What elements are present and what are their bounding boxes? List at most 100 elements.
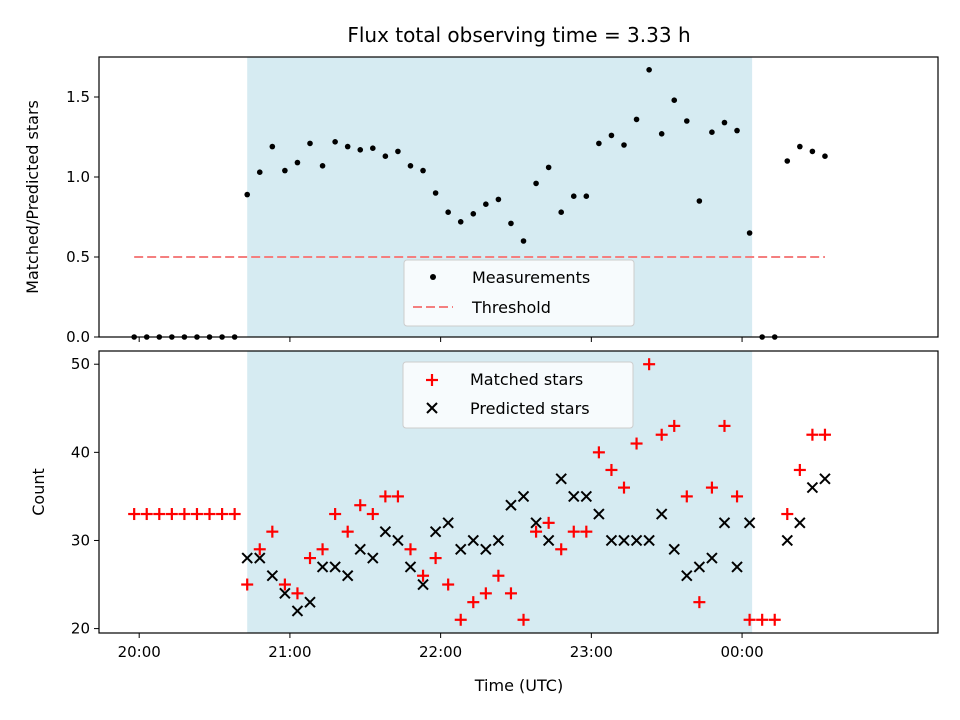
matched-star-point	[718, 419, 731, 432]
predicted-star-point	[630, 534, 643, 547]
matched-star-point	[705, 481, 718, 494]
matched-star-point	[806, 428, 819, 441]
predicted-star-point	[693, 561, 706, 573]
matched-star-point	[216, 508, 229, 521]
matched-star-point	[479, 587, 492, 600]
legend-measurements-label: Measurements	[472, 268, 590, 287]
top-panel: 0.0 0.5 1.0 1.5 Matched/Predicted stars Mea…	[23, 56, 939, 346]
matched-star-point	[643, 358, 656, 371]
matched-star-point	[391, 490, 404, 503]
matched-star-point	[354, 499, 367, 512]
matched-star-point	[228, 508, 241, 521]
predicted-star-point	[329, 561, 341, 573]
measurement-point	[746, 230, 753, 236]
predicted-star-point	[668, 543, 680, 555]
legend-matched-marker	[426, 374, 438, 386]
x-tick-label: 22:00	[419, 643, 462, 661]
bottom-panel-frame	[98, 350, 939, 634]
predicted-star-point	[341, 570, 354, 582]
measurement-point	[332, 139, 338, 145]
matched-star-point	[417, 569, 430, 582]
measurement-point	[784, 158, 791, 164]
predicted-star-point	[354, 543, 366, 555]
matched-star-point	[592, 446, 605, 459]
matched-star-point	[756, 613, 769, 626]
measurement-point	[457, 219, 464, 225]
measurement-point	[520, 238, 527, 244]
predicted-star-point	[781, 534, 793, 547]
predicted-star-point	[655, 508, 668, 520]
measurement-point	[483, 201, 489, 207]
predicted-star-point	[291, 605, 304, 617]
top-y-axis-label: Matched/Predicted stars	[23, 100, 42, 294]
measurement-point	[734, 127, 740, 134]
predicted-star-point	[681, 570, 693, 582]
matched-star-point	[316, 543, 329, 556]
matched-star-point	[253, 543, 266, 556]
measurement-point	[420, 167, 426, 174]
matched-star-point	[818, 428, 831, 441]
top-y-tick-label: 1.5	[66, 88, 90, 106]
matched-star-point	[492, 569, 505, 582]
measurement-point	[282, 167, 288, 174]
measurement-point	[269, 143, 276, 150]
predicted-star-point	[467, 534, 479, 547]
measurement-point	[256, 169, 263, 175]
matched-star-point	[203, 508, 216, 521]
matched-star-point	[454, 613, 467, 626]
predicted-star-point	[643, 534, 655, 547]
matched-star-point	[128, 508, 141, 521]
measurement-point	[822, 153, 828, 159]
bottom-y-tick-label: 50	[71, 355, 90, 373]
predicted-star-point	[367, 552, 379, 564]
matched-star-point	[743, 613, 756, 626]
matched-star-point	[567, 525, 580, 538]
measurement-point	[244, 191, 251, 198]
predicted-star-point	[279, 587, 291, 600]
predicted-star-point	[455, 543, 467, 555]
bottom-y-axis-label: Count	[29, 468, 48, 516]
predicted-star-point	[429, 525, 442, 538]
measurement-point	[684, 118, 690, 124]
matched-star-point	[605, 463, 618, 476]
predicted-star-point	[492, 534, 505, 547]
measurement-point	[658, 131, 665, 137]
measurement-point	[508, 220, 514, 227]
measurement-point	[533, 180, 539, 187]
predicted-star-point	[794, 517, 806, 529]
matched-star-point	[153, 508, 166, 521]
predicted-star-point	[417, 578, 429, 591]
matched-star-point	[580, 525, 593, 538]
measurement-point	[319, 163, 326, 169]
measurement-point	[382, 153, 389, 159]
measurement-point	[357, 147, 364, 153]
matched-star-point	[429, 552, 442, 565]
measurement-point	[370, 145, 376, 151]
matched-star-point	[140, 508, 153, 521]
predicted-star-point	[404, 561, 417, 573]
matched-star-point	[504, 587, 517, 600]
matched-star-point	[618, 481, 631, 494]
bottom-y-tick-label: 20	[71, 620, 90, 638]
measurement-point	[809, 148, 816, 155]
matched-star-point	[266, 525, 279, 538]
top-legend: Measurements Threshold	[403, 259, 635, 327]
measurement-point	[570, 193, 577, 199]
predicted-star-point	[241, 552, 253, 564]
predicted-star-point	[618, 534, 630, 547]
predicted-star-point	[442, 517, 454, 529]
matched-star-point	[542, 516, 555, 529]
predicted-star-point	[316, 561, 329, 573]
legend-threshold-label: Threshold	[471, 298, 551, 317]
matched-star-point	[781, 508, 794, 521]
x-tick-label: 20:00	[118, 643, 161, 661]
measurement-point	[797, 143, 803, 150]
matched-star-point	[655, 428, 668, 441]
measurement-point	[596, 140, 602, 147]
predicted-star-point	[819, 473, 831, 485]
matched-star-point	[555, 543, 568, 556]
measurement-point	[583, 193, 590, 199]
matched-star-point	[304, 552, 317, 565]
measurement-point	[407, 163, 414, 169]
